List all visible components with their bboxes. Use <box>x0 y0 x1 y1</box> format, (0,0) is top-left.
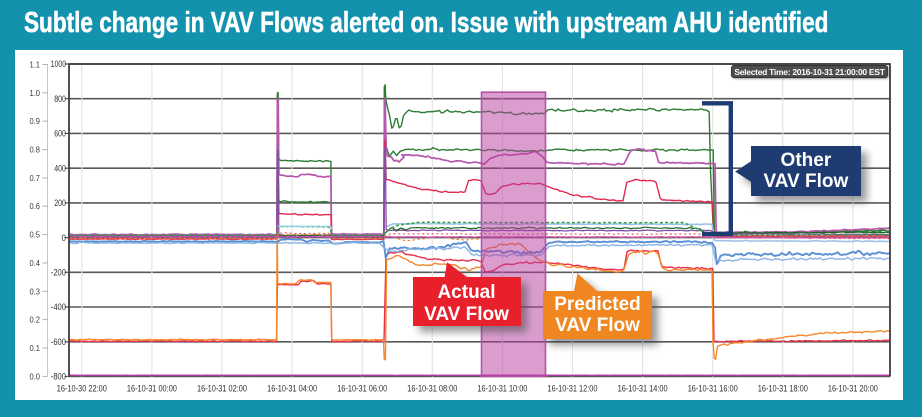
svg-text:1.1: 1.1 <box>30 60 41 70</box>
svg-text:0.4: 0.4 <box>30 258 41 268</box>
svg-text:-400: -400 <box>51 302 66 312</box>
svg-text:16-10-31 10:00: 16-10-31 10:00 <box>477 384 527 394</box>
svg-text:0.9: 0.9 <box>30 116 41 126</box>
svg-text:16-10-31 00:00: 16-10-31 00:00 <box>127 384 177 394</box>
svg-text:16-10-31 06:00: 16-10-31 06:00 <box>337 384 387 394</box>
svg-text:16-10-31 04:00: 16-10-31 04:00 <box>267 384 317 394</box>
svg-text:1.0: 1.0 <box>30 88 41 98</box>
svg-text:16-10-31 14:00: 16-10-31 14:00 <box>618 384 668 394</box>
svg-text:0: 0 <box>62 233 67 243</box>
svg-text:-200: -200 <box>51 268 66 278</box>
svg-text:16-10-31 02:00: 16-10-31 02:00 <box>197 384 247 394</box>
svg-text:0.5: 0.5 <box>30 230 41 240</box>
svg-text:0.0: 0.0 <box>30 371 41 381</box>
svg-text:800: 800 <box>54 94 66 104</box>
svg-text:0.3: 0.3 <box>30 286 41 296</box>
svg-text:0.8: 0.8 <box>30 145 41 155</box>
svg-text:0.2: 0.2 <box>30 315 41 325</box>
svg-text:16-10-31 12:00: 16-10-31 12:00 <box>548 384 598 394</box>
svg-text:16-10-31 20:00: 16-10-31 20:00 <box>828 384 878 394</box>
svg-text:16-10-30 22:00: 16-10-30 22:00 <box>57 384 107 394</box>
svg-text:16-10-31 18:00: 16-10-31 18:00 <box>758 384 808 394</box>
svg-text:16-10-31 16:00: 16-10-31 16:00 <box>688 384 738 394</box>
svg-text:-800: -800 <box>51 372 66 382</box>
svg-text:0.6: 0.6 <box>30 201 41 211</box>
svg-text:-600: -600 <box>51 337 66 347</box>
svg-text:200: 200 <box>54 198 66 208</box>
svg-text:600: 600 <box>54 129 66 139</box>
svg-text:0.1: 0.1 <box>30 343 41 353</box>
svg-text:0.7: 0.7 <box>30 173 41 183</box>
svg-text:400: 400 <box>54 163 66 173</box>
svg-text:16-10-31 08:00: 16-10-31 08:00 <box>407 384 457 394</box>
svg-text:1000: 1000 <box>51 59 66 69</box>
